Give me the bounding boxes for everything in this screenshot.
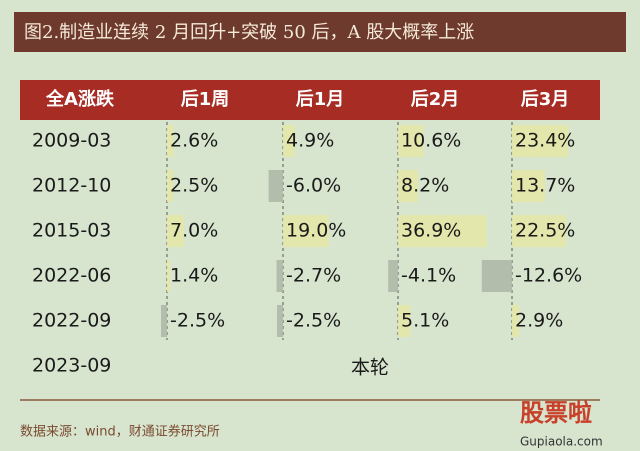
data-bar xyxy=(276,260,283,292)
value-cell: -2.7% xyxy=(286,265,341,287)
data-bar xyxy=(398,170,418,202)
row-label: 2022-06 xyxy=(32,265,111,287)
row-label: 2023-09 xyxy=(32,355,111,377)
value-cell: 2.9% xyxy=(515,310,563,332)
header-row xyxy=(20,80,600,120)
data-bar xyxy=(161,305,167,337)
data-bar xyxy=(167,260,171,292)
value-cell: -6.0% xyxy=(286,175,341,197)
value-cell: 22.5% xyxy=(515,220,575,242)
data-bar xyxy=(481,260,512,292)
watermark-site: Gupiaola.com xyxy=(520,435,603,449)
value-cell: 7.0% xyxy=(170,220,218,242)
header-cell: 后1月 xyxy=(296,89,345,110)
data-bar xyxy=(388,260,398,292)
row-label: 2015-03 xyxy=(32,220,111,242)
data-bar xyxy=(512,305,519,337)
data-bar xyxy=(512,125,569,157)
row-label: 2012-10 xyxy=(32,175,111,197)
value-cell: 4.9% xyxy=(286,130,334,152)
value-cell: 13.7% xyxy=(515,175,575,197)
data-bar xyxy=(283,215,329,247)
title-bar xyxy=(14,12,626,52)
value-cell: 10.6% xyxy=(401,130,461,152)
value-cell: 19.0% xyxy=(286,220,346,242)
header-cell: 后1周 xyxy=(181,89,230,110)
data-bar xyxy=(398,215,487,247)
data-bar xyxy=(167,125,174,157)
data-bar xyxy=(268,170,283,202)
data-bar xyxy=(167,215,184,247)
data-bar xyxy=(398,305,411,337)
value-cell: -2.5% xyxy=(170,310,225,332)
header-cell: 全A涨跌 xyxy=(45,88,115,110)
watermark-brand: 股票啦 xyxy=(520,399,592,427)
title: 图2.制造业连续 2 月回升+突破 50 后，A 股大概率上涨 xyxy=(24,22,474,43)
value-cell: 8.2% xyxy=(401,175,449,197)
value-cell: 2.5% xyxy=(170,175,218,197)
data-bar xyxy=(277,305,283,337)
data-bar xyxy=(398,125,424,157)
data-bar xyxy=(283,125,295,157)
header-cell: 后2月 xyxy=(411,89,460,110)
data-bar xyxy=(167,170,173,202)
value-cell: -4.1% xyxy=(401,265,456,287)
value-cell: 5.1% xyxy=(401,310,449,332)
value-cell: 23.4% xyxy=(515,130,575,152)
value-cell: -2.5% xyxy=(286,310,341,332)
note-cell: 本轮 xyxy=(351,357,389,379)
data-bar xyxy=(512,215,566,247)
value-cell: 36.9% xyxy=(401,220,461,242)
value-cell: -12.6% xyxy=(515,265,582,287)
header-cell: 后3月 xyxy=(521,89,570,110)
value-cell: 2.6% xyxy=(170,130,218,152)
value-cell: 1.4% xyxy=(170,265,218,287)
row-label: 2009-03 xyxy=(32,130,111,152)
row-label: 2022-09 xyxy=(32,310,111,332)
table-body: 全A涨跌 后1周 后1月 后2月 后3月 2009-03 2.6% 4.9% 10.6% 23.4… xyxy=(32,88,582,379)
data-bar xyxy=(512,170,545,202)
source: 数据来源：wind，财通证券研究所 xyxy=(20,424,220,440)
